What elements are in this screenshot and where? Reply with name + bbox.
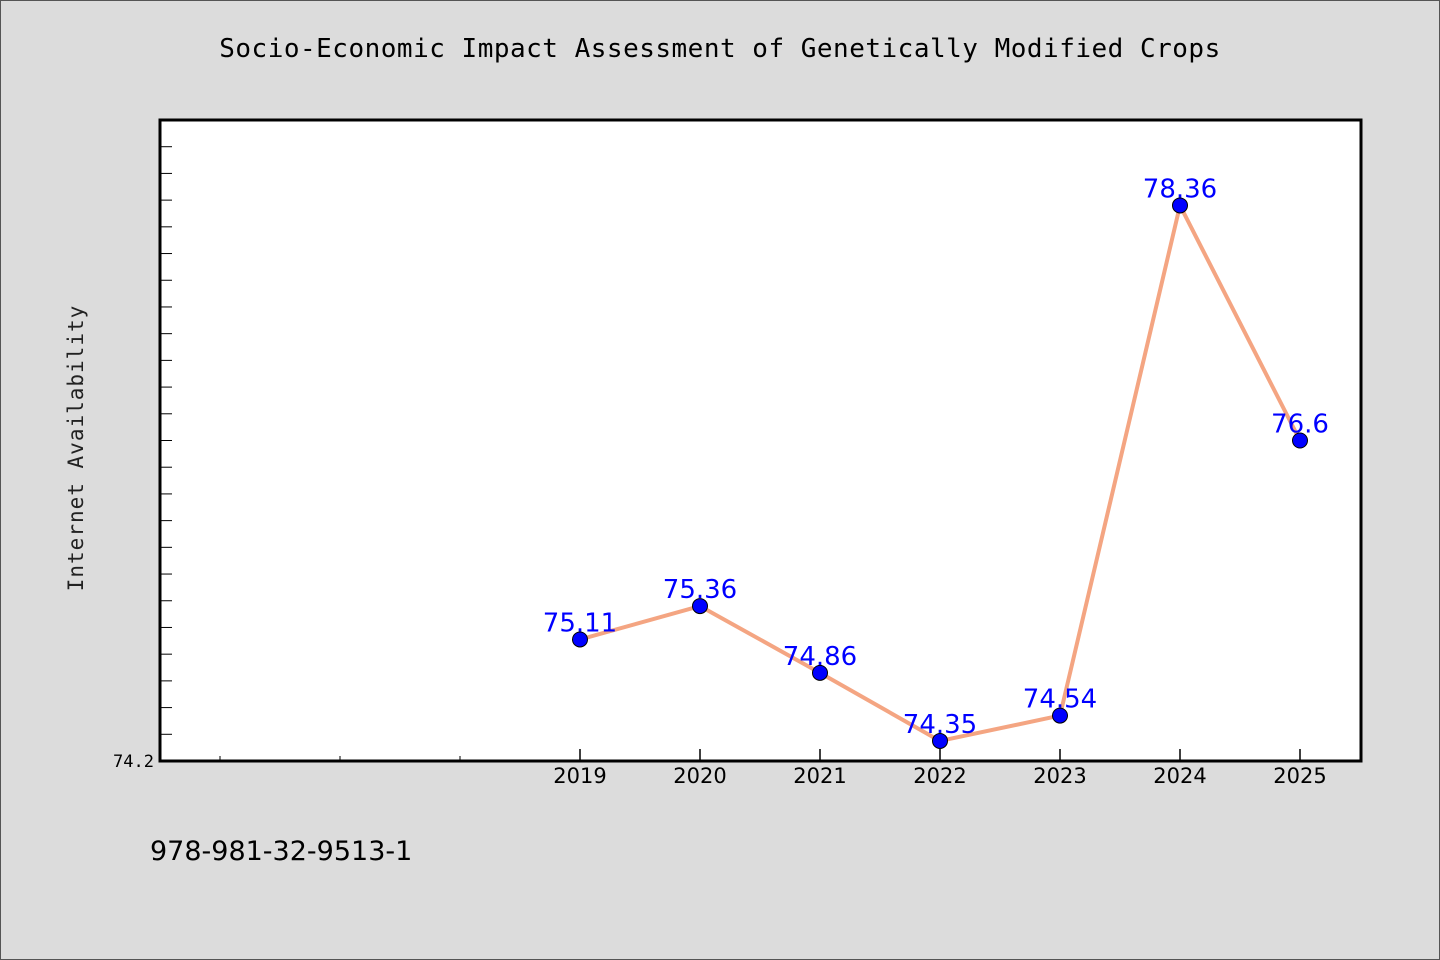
- data-label: 75.36: [663, 575, 737, 605]
- x-tick-label: 2025: [1273, 764, 1326, 788]
- data-point: [812, 664, 828, 681]
- y-tick-label: 74.2: [113, 752, 154, 772]
- data-label: 76.6: [1271, 410, 1329, 440]
- data-label: 74.35: [903, 710, 977, 740]
- x-tick-label: 2024: [1153, 764, 1206, 788]
- series-group: 75.11 75.36 74.86 74.35 74.54 78.36 76.6: [543, 174, 1329, 749]
- x-tick-label: 2021: [793, 764, 846, 788]
- chart-title: Socio-Economic Impact Assessment of Gene…: [219, 34, 1221, 64]
- data-point: [572, 631, 588, 648]
- data-point: [1172, 197, 1188, 214]
- y-axis-ticks: 74.2: [113, 119, 172, 772]
- plot-area: [158, 118, 1363, 763]
- data-point: [1052, 707, 1068, 724]
- x-tick-label: 2019: [553, 764, 606, 788]
- isbn-code: 978-981-32-9513-1: [150, 836, 413, 867]
- data-label: 78.36: [1143, 174, 1217, 204]
- x-axis-minor-ticks: [219, 756, 461, 761]
- data-point: [1292, 432, 1308, 449]
- data-label: 74.86: [783, 642, 857, 672]
- x-tick-label: 2023: [1033, 764, 1086, 788]
- data-point: [692, 598, 708, 615]
- data-label: 74.54: [1023, 685, 1097, 715]
- x-axis-ticks: 2019 2020 2021 2022 2023 2024 2025: [553, 749, 1327, 788]
- x-tick-label: 2020: [673, 764, 726, 788]
- x-tick-label: 2022: [913, 764, 966, 788]
- data-label: 75.11: [543, 608, 617, 638]
- data-point: [932, 732, 948, 749]
